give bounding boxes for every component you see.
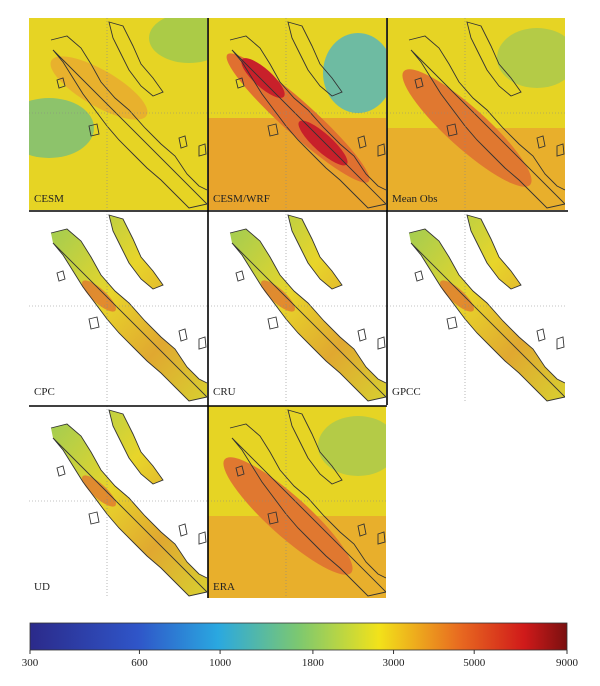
colorbar-tick-label: 9000 bbox=[556, 657, 579, 669]
colorbar: 300 600 1000 1800 3000 5000 9000 bbox=[22, 622, 579, 669]
panels: CESM CESM/WRF Mean Obs CPC CRU GPCC UD ERA bbox=[29, 18, 565, 598]
panel-label: CESM bbox=[34, 193, 64, 205]
colorbar-ramp bbox=[29, 622, 568, 651]
colorbar-tick-label: 600 bbox=[131, 657, 148, 669]
panel-label: UD bbox=[34, 581, 50, 593]
colorbar-tick-label: 3000 bbox=[383, 657, 406, 669]
colorbar-tick-label: 300 bbox=[22, 657, 39, 669]
map-panel: ERA bbox=[208, 406, 386, 598]
colorbar-tick-label: 1800 bbox=[302, 657, 325, 669]
panel-label: CPC bbox=[34, 386, 55, 398]
panel-label: Mean Obs bbox=[392, 193, 438, 205]
map-panel: Mean Obs bbox=[387, 18, 565, 210]
map-panel: GPCC bbox=[387, 211, 565, 403]
map-panel: CPC bbox=[29, 211, 207, 403]
panel-label: CESM/WRF bbox=[213, 193, 270, 205]
panel-label: CRU bbox=[213, 386, 236, 398]
map-panel: CRU bbox=[208, 211, 386, 403]
map-panel: CESM bbox=[29, 18, 207, 210]
map-panel: UD bbox=[29, 406, 207, 598]
panel-label: GPCC bbox=[392, 386, 421, 398]
map-panel: CESM/WRF bbox=[208, 18, 386, 210]
colorbar-tick-label: 1000 bbox=[209, 657, 232, 669]
panel-label: ERA bbox=[213, 581, 235, 593]
colorbar-tick-label: 5000 bbox=[463, 657, 486, 669]
